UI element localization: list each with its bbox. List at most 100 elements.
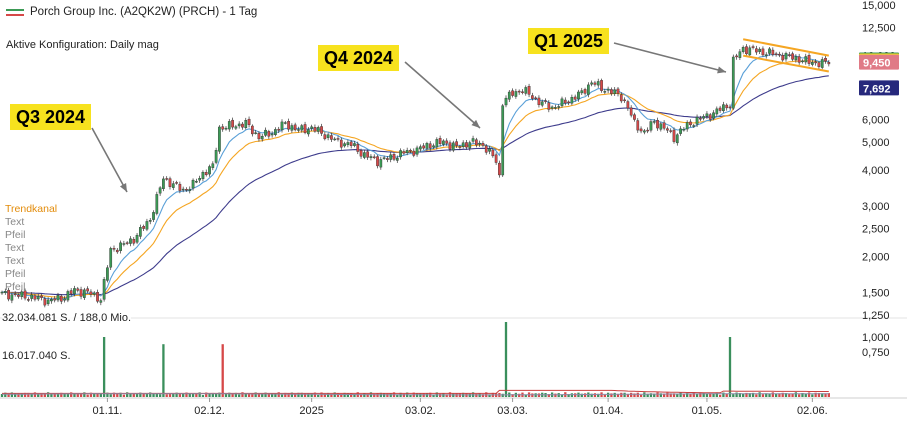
volume-bar (346, 393, 350, 397)
candle-body (507, 91, 511, 100)
annotation-item[interactable]: Pfeil (5, 268, 26, 280)
candle-body (274, 129, 277, 135)
legend-swatch-icon (6, 8, 24, 17)
candle-body (0, 291, 4, 294)
candle-body (320, 126, 323, 134)
volume-bar (86, 394, 89, 397)
candle-body (254, 132, 257, 134)
candle-body (234, 126, 238, 129)
volume-bar (175, 392, 178, 397)
candle-body (188, 188, 192, 191)
candle-body (46, 299, 50, 305)
volume-tick-label: 1,000 (862, 332, 890, 344)
candle-body (563, 99, 567, 104)
candle-body (689, 121, 692, 126)
candle-body (590, 82, 594, 85)
volume-bar (751, 392, 755, 397)
candle-body (784, 53, 788, 60)
volume-bar (135, 393, 139, 397)
volume-bar (139, 392, 142, 397)
volume-bar (738, 393, 742, 397)
candle-body (181, 188, 185, 191)
candle-body (53, 298, 57, 301)
candle-body (148, 220, 152, 222)
annotation-item[interactable]: Pfeil (5, 281, 26, 293)
candle-body (824, 58, 827, 62)
annotation-item[interactable]: Text (5, 216, 25, 228)
volume-bar (4, 392, 7, 397)
candle-body (695, 116, 699, 125)
candle-body (422, 145, 425, 149)
volume-bar (728, 337, 732, 397)
candle-body (468, 142, 472, 149)
volume-bar (761, 394, 765, 397)
volume-bar (149, 392, 152, 397)
volume-bar (755, 394, 758, 397)
volume-bar (666, 392, 669, 397)
candle-body (198, 178, 201, 181)
trend-channel-upper (742, 38, 830, 57)
volume-bar (672, 393, 676, 397)
candle-body (554, 107, 557, 109)
candle-body (333, 138, 337, 141)
candle-body (135, 234, 139, 243)
price-tick-label: 4,000 (862, 165, 890, 177)
candle-body (106, 267, 109, 281)
candle-body (728, 106, 732, 109)
annotation-item[interactable]: Pfeil (5, 229, 26, 241)
arrow-q1-2025 (613, 42, 727, 73)
volume-bar (185, 392, 188, 397)
annotation-item[interactable]: Text (5, 255, 25, 267)
volume-bar (30, 394, 33, 397)
volume-bar (574, 393, 577, 397)
candle-body (389, 154, 393, 160)
annotation-list: Trendkanal Text Pfeil Text Text Pfeil Pf… (5, 203, 57, 294)
candle-body (738, 51, 742, 58)
candle-body (379, 159, 383, 168)
volume-bar (234, 392, 238, 397)
candle-body (606, 88, 610, 91)
candle-body (626, 101, 630, 109)
candle-body (409, 149, 412, 152)
volume-bar (20, 393, 23, 397)
candle-body (814, 61, 818, 64)
annotation-item[interactable]: Text (5, 242, 25, 254)
volume-bar (297, 392, 300, 397)
candle-body (293, 124, 297, 131)
candle-body (807, 55, 811, 64)
volume-bar (402, 393, 406, 397)
candle-body (685, 122, 689, 130)
volume-bar (705, 393, 709, 397)
candle-body (7, 289, 10, 300)
candle-body (679, 128, 682, 134)
volume-bar (198, 392, 201, 397)
volume-bar (662, 393, 666, 397)
volume-bar (10, 392, 14, 397)
candle-body (461, 142, 465, 147)
volume-bar (257, 393, 261, 397)
volume-bar (152, 393, 155, 397)
volume-bar (570, 393, 574, 397)
volume-bar (326, 392, 330, 397)
volume-bar (46, 392, 50, 397)
volume-bar (811, 394, 814, 397)
volume-bar (774, 393, 778, 397)
volume-bar (109, 394, 112, 397)
volume-bar (17, 393, 20, 397)
annotation-item[interactable]: Trendkanal (5, 203, 58, 215)
candle-body (735, 55, 738, 58)
volume-bar (188, 393, 191, 397)
volume-bar (330, 394, 333, 397)
candle-body (610, 89, 613, 94)
candle-body (132, 238, 136, 244)
price-tick-label: 2,000 (862, 251, 890, 263)
candle-body (112, 248, 116, 250)
candle-body (636, 120, 640, 131)
volume-bar (7, 394, 10, 397)
volume-bar (718, 394, 722, 397)
volume-bar (23, 392, 27, 397)
candle-body (527, 86, 531, 95)
candle-body (92, 292, 96, 295)
volume-bar (162, 344, 165, 397)
